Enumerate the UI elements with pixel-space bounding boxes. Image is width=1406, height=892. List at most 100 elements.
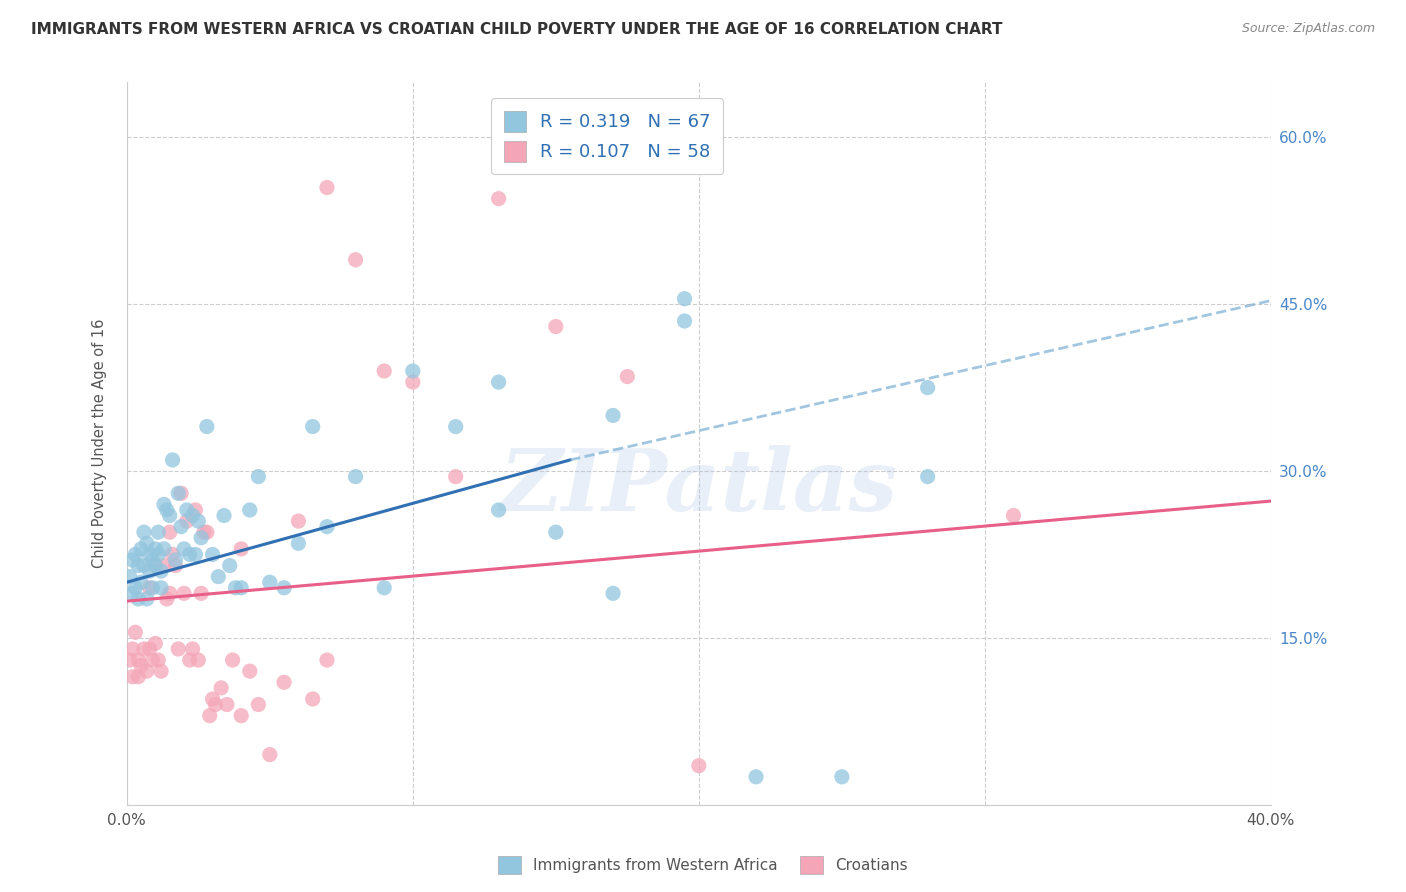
Point (165, 558, 187, 573)
Point (187, 514, 209, 528)
Point (148, 548, 170, 562)
Point (444, 469, 467, 483)
Point (159, 508, 181, 523)
Point (287, 514, 309, 528)
Point (190, 586, 212, 600)
Point (673, 292, 696, 306)
Point (402, 375, 425, 389)
Point (162, 548, 184, 562)
Point (145, 541, 167, 556)
Point (145, 558, 167, 573)
Point (259, 747, 281, 762)
Point (488, 375, 510, 389)
Point (184, 503, 207, 517)
Point (170, 486, 193, 500)
Point (673, 314, 696, 328)
Point (141, 553, 163, 567)
Point (273, 581, 295, 595)
Point (231, 581, 253, 595)
Point (488, 503, 510, 517)
Point (616, 369, 638, 384)
Y-axis label: Child Poverty Under the Age of 16: Child Poverty Under the Age of 16 (93, 318, 107, 568)
Point (145, 558, 167, 573)
Point (124, 581, 146, 595)
Point (145, 636, 167, 650)
Point (193, 525, 215, 540)
Point (215, 698, 238, 712)
Point (1002, 508, 1025, 523)
Point (344, 469, 367, 483)
Point (127, 591, 149, 606)
Point (132, 525, 155, 540)
Point (159, 525, 181, 540)
Point (127, 670, 149, 684)
Point (602, 586, 624, 600)
Point (153, 541, 176, 556)
Point (150, 664, 173, 678)
Point (373, 581, 395, 595)
Point (127, 558, 149, 573)
Point (831, 770, 853, 784)
Point (173, 541, 195, 556)
Point (402, 364, 425, 378)
Point (138, 564, 160, 578)
Point (141, 653, 163, 667)
Point (156, 503, 179, 517)
Point (316, 653, 339, 667)
Point (544, 525, 567, 540)
Point (173, 586, 195, 600)
Point (170, 519, 193, 533)
Point (917, 381, 939, 395)
Point (221, 653, 243, 667)
Point (224, 581, 246, 595)
Point (184, 548, 207, 562)
Point (179, 548, 201, 562)
Point (209, 681, 232, 695)
Point (181, 508, 204, 523)
Point (444, 419, 467, 434)
Point (201, 548, 224, 562)
Point (231, 708, 253, 723)
Legend: R = 0.319   N = 67, R = 0.107   N = 58: R = 0.319 N = 67, R = 0.107 N = 58 (491, 98, 723, 174)
Point (207, 569, 229, 583)
Point (121, 553, 143, 567)
Point (118, 569, 141, 583)
Point (917, 469, 939, 483)
Point (181, 642, 204, 657)
Point (247, 469, 270, 483)
Point (239, 503, 262, 517)
Point (204, 698, 226, 712)
Point (176, 503, 198, 517)
Point (132, 642, 155, 657)
Text: ZIPatlas: ZIPatlas (499, 445, 898, 528)
Point (316, 180, 339, 194)
Point (187, 653, 209, 667)
Point (167, 486, 190, 500)
Point (239, 664, 262, 678)
Text: IMMIGRANTS FROM WESTERN AFRICA VS CROATIAN CHILD POVERTY UNDER THE AGE OF 16 COR: IMMIGRANTS FROM WESTERN AFRICA VS CROATI… (31, 22, 1002, 37)
Point (745, 770, 768, 784)
Point (544, 319, 567, 334)
Point (135, 591, 157, 606)
Point (602, 409, 624, 423)
Point (138, 548, 160, 562)
Point (156, 591, 179, 606)
Point (218, 558, 240, 573)
Point (688, 758, 710, 772)
Point (488, 192, 510, 206)
Point (165, 553, 187, 567)
Point (150, 564, 173, 578)
Point (135, 664, 157, 678)
Point (121, 586, 143, 600)
Point (129, 658, 152, 673)
Point (148, 525, 170, 540)
Point (121, 642, 143, 657)
Point (259, 575, 281, 590)
Point (124, 625, 146, 640)
Point (198, 708, 221, 723)
Point (301, 419, 323, 434)
Point (150, 581, 173, 595)
Point (124, 548, 146, 562)
Point (129, 575, 152, 590)
Point (176, 514, 198, 528)
